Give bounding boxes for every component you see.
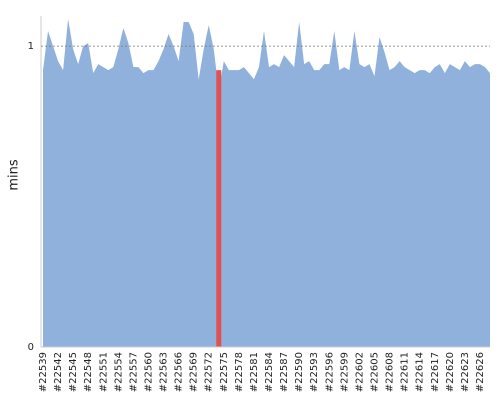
y-axis-label: mins [7,159,22,191]
x-tick-label: #22566 [174,352,185,392]
x-tick-label: #22611 [400,352,411,392]
x-tick-label: #22578 [234,352,245,392]
x-tick-label: #22539 [38,352,49,392]
x-tick-label: #22605 [369,352,380,392]
x-tick-label: #22626 [475,352,486,392]
y-tick-label: 0 [28,342,34,353]
x-tick-label: #22590 [294,352,305,392]
area [43,19,490,347]
x-tick-label: #22599 [339,352,350,392]
x-tick-label: #22617 [430,352,441,392]
x-tick-label: #22542 [53,352,64,392]
x-tick-label: #22623 [460,352,471,392]
x-tick-label: #22584 [264,352,275,392]
x-tick-label: #22563 [159,352,170,392]
x-tick-label: #22581 [249,352,260,392]
x-tick-label: #22575 [219,352,230,392]
x-tick-label: #22614 [415,352,426,392]
x-tick-label: #22548 [83,352,94,392]
x-tick-label: #22593 [309,352,320,392]
x-tick-label: #22554 [113,352,124,392]
x-tick-label: #22545 [68,352,79,392]
x-tick-label: #22608 [385,352,396,392]
x-tick-label: #22569 [189,352,200,392]
x-tick-label: #22587 [279,352,290,392]
y-tick-label: 1 [28,41,34,52]
x-tick-label: #22551 [98,352,109,392]
x-tick-label: #22620 [445,352,456,392]
x-tick-label: #22596 [324,352,335,392]
x-tick-label: #22557 [128,352,139,392]
bar [216,70,222,347]
x-tick-label: #22602 [354,352,365,392]
x-tick-label: #22572 [204,352,215,392]
x-tick-label: #22560 [143,352,154,392]
